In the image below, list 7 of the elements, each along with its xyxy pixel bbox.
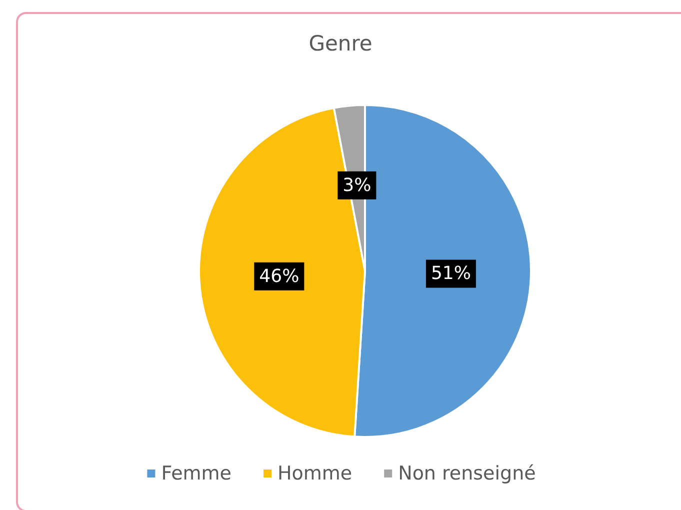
data-label: 51% — [430, 263, 471, 284]
legend-label: Homme — [277, 462, 352, 484]
data-label: 3% — [342, 174, 372, 196]
legend-label: Non renseigné — [398, 462, 536, 484]
data-label: 46% — [259, 266, 300, 287]
legend-label: Femme — [161, 462, 232, 484]
chart-title: Genre — [308, 32, 372, 56]
